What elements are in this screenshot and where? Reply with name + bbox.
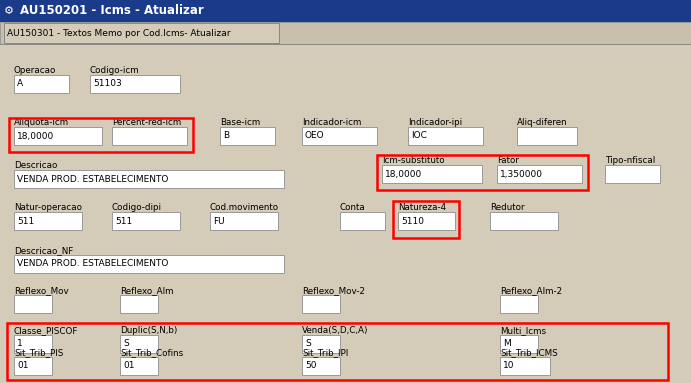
Bar <box>112 212 180 230</box>
Text: 01: 01 <box>123 362 135 370</box>
Bar <box>210 212 278 230</box>
Text: 511: 511 <box>115 216 132 226</box>
Bar <box>497 165 582 183</box>
Bar <box>302 335 340 353</box>
Text: VENDA PROD. ESTABELECIMENTO: VENDA PROD. ESTABELECIMENTO <box>17 175 169 183</box>
Text: Fator: Fator <box>497 156 519 165</box>
Bar <box>14 335 52 353</box>
Text: S: S <box>305 339 311 349</box>
Bar <box>0 0 691 22</box>
Bar <box>120 335 158 353</box>
Bar <box>382 165 482 183</box>
Text: 50: 50 <box>305 362 316 370</box>
Bar <box>14 170 284 188</box>
Text: A: A <box>17 80 23 88</box>
Bar <box>490 212 558 230</box>
Bar <box>14 255 284 273</box>
Text: Duplic(S,N,b): Duplic(S,N,b) <box>120 326 178 335</box>
Bar <box>340 212 385 230</box>
Text: 511: 511 <box>17 216 35 226</box>
Text: Base-icm: Base-icm <box>220 118 261 127</box>
Bar <box>500 295 538 313</box>
Text: S: S <box>123 339 129 349</box>
Text: Multi_Icms: Multi_Icms <box>500 326 546 335</box>
Text: M: M <box>503 339 511 349</box>
Bar <box>377 155 588 190</box>
Text: VENDA PROD. ESTABELECIMENTO: VENDA PROD. ESTABELECIMENTO <box>17 260 169 268</box>
Bar <box>408 127 483 145</box>
Text: Codigo-icm: Codigo-icm <box>90 66 140 75</box>
Bar <box>14 75 69 93</box>
Bar <box>14 295 52 313</box>
Text: Reflexo_Mov-2: Reflexo_Mov-2 <box>302 286 365 295</box>
Text: 18,0000: 18,0000 <box>385 170 422 178</box>
Text: Classe_PISCOF: Classe_PISCOF <box>14 326 78 335</box>
Text: Sit_Trib_ICMS: Sit_Trib_ICMS <box>500 348 558 357</box>
Text: IOC: IOC <box>411 131 427 141</box>
Bar <box>7 323 668 380</box>
Text: Indicador-icm: Indicador-icm <box>302 118 361 127</box>
Text: Reflexo_Mov: Reflexo_Mov <box>14 286 68 295</box>
Text: 5110: 5110 <box>401 216 424 226</box>
Text: Natur-operacao: Natur-operacao <box>14 203 82 212</box>
Text: FU: FU <box>213 216 225 226</box>
Text: OEO: OEO <box>305 131 325 141</box>
Text: Cod.movimento: Cod.movimento <box>210 203 279 212</box>
Bar <box>302 357 340 375</box>
Text: 1,350000: 1,350000 <box>500 170 543 178</box>
Text: Sit_Trib_Cofins: Sit_Trib_Cofins <box>120 348 183 357</box>
Bar <box>393 201 459 238</box>
Text: B: B <box>223 131 229 141</box>
Text: Venda(S,D,C,A): Venda(S,D,C,A) <box>302 326 368 335</box>
Text: 01: 01 <box>17 362 28 370</box>
Bar <box>120 357 158 375</box>
Text: 10: 10 <box>503 362 515 370</box>
Text: Aliquota-icm: Aliquota-icm <box>14 118 69 127</box>
Text: Sit_Trib_PIS: Sit_Trib_PIS <box>14 348 64 357</box>
Text: Conta: Conta <box>340 203 366 212</box>
Text: Natureza-4: Natureza-4 <box>398 203 446 212</box>
Bar <box>302 127 377 145</box>
Text: 1: 1 <box>17 339 23 349</box>
Bar <box>220 127 275 145</box>
Bar <box>14 212 82 230</box>
Text: Reflexo_Alm: Reflexo_Alm <box>120 286 173 295</box>
Bar <box>9 118 193 152</box>
Bar <box>112 127 187 145</box>
Text: Descricao_NF: Descricao_NF <box>14 246 73 255</box>
Bar <box>90 75 180 93</box>
Bar <box>605 165 660 183</box>
Text: 51103: 51103 <box>93 80 122 88</box>
Bar <box>120 295 158 313</box>
Text: Aliq-diferen: Aliq-diferen <box>517 118 567 127</box>
Text: Operacao: Operacao <box>14 66 57 75</box>
Text: Percent-red-icm: Percent-red-icm <box>112 118 181 127</box>
Text: Reflexo_Alm-2: Reflexo_Alm-2 <box>500 286 562 295</box>
Text: 18,0000: 18,0000 <box>17 131 55 141</box>
Text: Descricao: Descricao <box>14 161 57 170</box>
Text: Redutor: Redutor <box>490 203 524 212</box>
Bar <box>398 212 455 230</box>
Bar <box>14 127 102 145</box>
Bar <box>4 23 279 43</box>
Text: Sit_Trib_IPI: Sit_Trib_IPI <box>302 348 348 357</box>
Text: Codigo-dipi: Codigo-dipi <box>112 203 162 212</box>
Bar <box>500 357 550 375</box>
Text: AU150301 - Textos Memo por Cod.Icms- Atualizar: AU150301 - Textos Memo por Cod.Icms- Atu… <box>7 28 231 38</box>
Bar <box>0 22 691 44</box>
Bar <box>517 127 577 145</box>
Bar <box>500 335 538 353</box>
Text: ⚙: ⚙ <box>4 6 14 16</box>
Text: AU150201 - Icms - Atualizar: AU150201 - Icms - Atualizar <box>20 5 204 18</box>
Text: Icm-substituto: Icm-substituto <box>382 156 444 165</box>
Bar <box>302 295 340 313</box>
Text: Indicador-ipi: Indicador-ipi <box>408 118 462 127</box>
Bar <box>14 357 52 375</box>
Text: Tipo-nfiscal: Tipo-nfiscal <box>605 156 655 165</box>
